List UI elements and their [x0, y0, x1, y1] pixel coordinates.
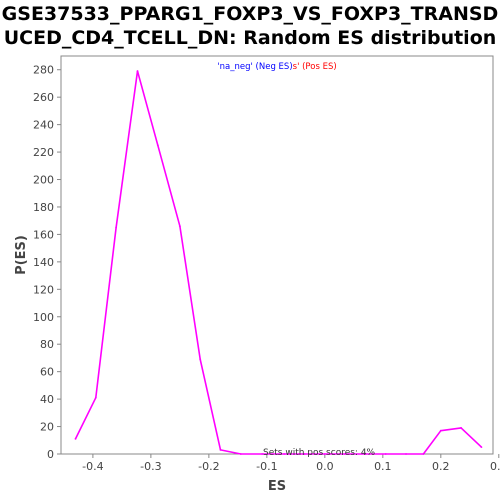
- y-tick-label: 240: [33, 119, 54, 132]
- y-tick-label: 20: [40, 421, 54, 434]
- data-point: [422, 453, 425, 455]
- data-point: [303, 453, 306, 455]
- y-tick-label: 140: [33, 256, 54, 269]
- chart-title-line-2: UCED_CD4_TCELL_DN: Random ES distributio…: [3, 27, 497, 49]
- data-point: [323, 453, 326, 455]
- legend: 'na_neg' (Neg ES)s' (Pos ES): [217, 62, 336, 72]
- y-tick-label: 60: [40, 366, 54, 379]
- data-point: [344, 453, 347, 455]
- x-tick-label: 0.0: [316, 460, 334, 473]
- x-tick-label: -0.2: [198, 460, 219, 473]
- chart-title-line-1: GSE37533_PPARG1_FOXP3_VS_FOXP3_TRANSD: [1, 3, 499, 25]
- data-point: [74, 438, 77, 440]
- y-tick-label: 220: [33, 146, 54, 159]
- x-tick-label: -0.1: [256, 460, 277, 473]
- x-axis-ticks: -0.4 -0.3 -0.2 -0.1 0.0 0.1 0.2 0.3: [82, 454, 500, 473]
- x-tick-label: 0.3: [490, 460, 500, 473]
- legend-mid-label: s': [293, 62, 300, 72]
- data-point: [364, 453, 367, 455]
- x-tick-label: -0.3: [140, 460, 161, 473]
- plot-area: [60, 55, 494, 455]
- data-point: [219, 448, 222, 451]
- y-tick-label: 100: [33, 311, 54, 324]
- y-tick-label: 160: [33, 228, 54, 241]
- x-tick-label: -0.4: [82, 460, 103, 473]
- pos-scores-annotation: Sets with pos scores: 4%: [263, 448, 376, 458]
- data-point: [261, 453, 264, 455]
- y-tick-label: 200: [33, 174, 54, 187]
- data-point: [156, 144, 159, 147]
- x-tick-label: 0.2: [432, 460, 450, 473]
- x-tick-label: 0.1: [374, 460, 392, 473]
- data-point: [178, 225, 181, 228]
- y-tick-label: 260: [33, 91, 54, 104]
- data-point: [199, 358, 202, 361]
- y-tick-label: 40: [40, 393, 54, 406]
- series-group: [74, 70, 483, 455]
- data-point: [239, 453, 242, 455]
- y-tick-label: 180: [33, 201, 54, 214]
- y-tick-label: 0: [47, 448, 54, 461]
- data-point: [480, 446, 483, 449]
- y-axis-label: P(ES): [14, 235, 29, 275]
- data-point: [384, 453, 387, 455]
- y-axis-ticks: 0 20 40 60 80 100 120 140 160 180 200 220 240 260 280: [33, 64, 61, 461]
- y-tick-label: 280: [33, 64, 54, 77]
- data-point: [405, 453, 407, 455]
- data-point: [439, 429, 442, 432]
- y-tick-label: 80: [40, 338, 54, 351]
- data-point: [283, 453, 286, 455]
- data-point: [94, 396, 97, 399]
- data-point: [460, 427, 463, 429]
- y-tick-label: 120: [33, 283, 54, 296]
- legend-pos-label: (Pos ES): [299, 62, 336, 72]
- data-point: [115, 226, 117, 229]
- x-axis-label: ES: [268, 479, 286, 494]
- legend-neg-label: 'na_neg' (Neg ES): [217, 62, 292, 72]
- data-point: [136, 70, 139, 72]
